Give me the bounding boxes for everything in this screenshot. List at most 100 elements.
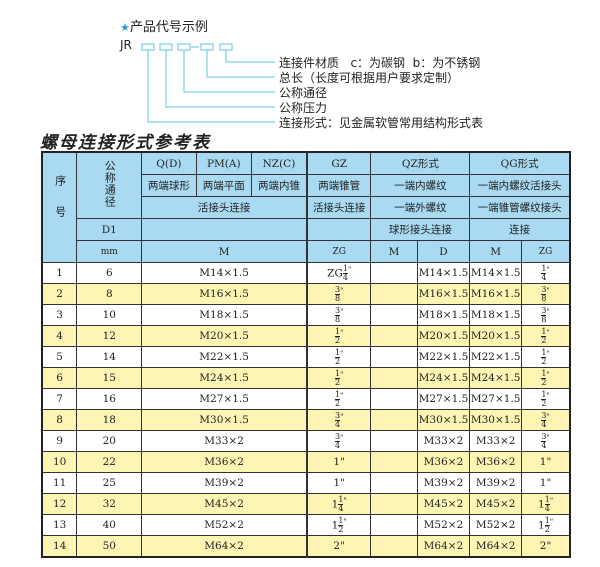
header-qg-desc3: 连接 (469, 218, 571, 241)
cell-d1: 25 (76, 472, 143, 494)
whole: 1 (538, 519, 545, 531)
cell-qz-d: M20×1.5 (416, 325, 471, 347)
inch-mark: " (546, 265, 550, 274)
label-length: 总长（长度可根据用户要求定制） (279, 71, 460, 85)
cell-qg-m: M16×1.5 (469, 283, 523, 305)
code-diagram-lines (141, 43, 275, 123)
cell-no: 3 (41, 304, 78, 326)
numerator: 1 (335, 347, 341, 358)
inch-mark: " (546, 328, 550, 337)
inch-mark: " (549, 496, 554, 505)
whole: ZG (327, 267, 343, 279)
cell-qg-zg: 1 2 " (521, 325, 571, 347)
cell-qg-zg: 1" (521, 451, 571, 473)
cell-m: M39×2 (141, 472, 308, 494)
inch-mark: " (340, 370, 344, 379)
header-gz-union: 活接头连接 (305, 196, 372, 219)
inch-mark: " (340, 307, 344, 316)
cell-qz-d: M16×1.5 (416, 283, 471, 305)
label-material: 连接件材质 c：为碳钢 b：为不锈钢 (279, 56, 481, 70)
cell-m: M27×1.5 (141, 388, 308, 410)
cell-zg: 1 1 4 " (305, 493, 372, 515)
header-qz-desc1: 一端内螺纹 (370, 174, 471, 197)
header-q: Q(D) (141, 151, 197, 175)
cell-d1: 50 (76, 535, 143, 558)
header-qz: QZ形式 (370, 151, 471, 175)
denominator: 4 (541, 440, 547, 450)
header-d1: D1 (76, 218, 143, 241)
cell-qz-m (370, 283, 418, 305)
whole: 1 (538, 498, 545, 510)
table-row: 7 16 M27×1.5 1 2 " M27×1.5 M27×1.5 1 2 " (41, 388, 571, 410)
table-body: 1 6 M14×1.5 ZG 1 4 " M14×1.5 M14×1.5 1 4 " 2 8 M16×1.5… (41, 262, 571, 558)
cell-qz-m (370, 472, 418, 494)
cell-m: M14×1.5 (141, 262, 308, 284)
cell-d1: 22 (76, 451, 143, 473)
numerator: 1 (541, 326, 547, 337)
leader-diameter (183, 50, 275, 93)
inch-mark: " (340, 391, 344, 400)
cell-qz-d: M18×1.5 (416, 304, 471, 326)
cell-m: M20×1.5 (141, 325, 308, 347)
denominator: 8 (335, 314, 341, 324)
table-row: 9 20 M33×2 3 4 " M33×2 M33×2 3 4 " (41, 430, 571, 452)
whole: 1" (333, 456, 345, 468)
cell-m: M24×1.5 (141, 367, 308, 389)
cell-d1: 16 (76, 388, 143, 410)
numerator: 1 (541, 263, 547, 274)
denominator: 4 (342, 272, 348, 282)
numerator: 1 (335, 326, 341, 337)
numerator: 3 (541, 431, 547, 442)
cell-qg-zg: 1 4 " (521, 262, 571, 284)
cell-d1: 18 (76, 409, 143, 431)
header-qz-d: D (416, 240, 471, 263)
cell-qg-m: M20×1.5 (469, 325, 523, 347)
table-row: 8 18 M30×1.5 3 4 " M30×1.5 M30×1.5 3 4 " (41, 409, 571, 431)
denominator: 4 (544, 503, 550, 513)
label-pressure: 公称压力 (279, 101, 328, 115)
header-seq: 序号 (41, 151, 78, 263)
header-m: M (141, 240, 308, 263)
header-qg-desc1: 一端内螺纹活接头 (469, 174, 571, 197)
cell-qg-zg: 1 2 " (521, 346, 571, 368)
whole: 1" (539, 456, 552, 468)
cell-qz-d: M52×2 (416, 514, 471, 536)
cell-no: 10 (41, 451, 78, 473)
cell-zg: 1" (305, 472, 372, 494)
cell-qz-d: M39×2 (416, 472, 471, 494)
cell-m: M64×2 (141, 535, 308, 558)
cell-qg-zg: 1 2 " (521, 388, 571, 410)
cell-qz-m (370, 514, 418, 536)
cell-qz-m (370, 451, 418, 473)
numerator: 1 (541, 368, 547, 379)
cell-qg-zg: 3 8 " (521, 283, 571, 305)
cell-zg: 1 2 " (305, 325, 372, 347)
header-blank (141, 218, 308, 241)
inch-mark: " (546, 286, 550, 295)
header-qg-m: M (469, 240, 523, 263)
cell-zg: 1 2 " (305, 346, 372, 368)
cell-no: 12 (41, 493, 78, 515)
whole: 1" (539, 477, 552, 489)
cell-zg: 1" (305, 451, 372, 473)
code-box-3 (177, 43, 191, 51)
cell-no: 7 (41, 388, 78, 410)
table-row: 1 6 M14×1.5 ZG 1 4 " M14×1.5 M14×1.5 1 4 " (41, 262, 571, 284)
inch-mark: " (340, 412, 344, 421)
inch-mark: " (340, 286, 344, 295)
cell-qg-zg: 3 8 " (521, 304, 571, 326)
whole: 1 (331, 498, 339, 510)
denominator: 2 (335, 377, 341, 387)
denominator: 2 (544, 524, 550, 534)
header-qz-m: M (370, 240, 418, 263)
header-pm-desc: 两端平面 (195, 174, 253, 197)
header-nz-desc: 两端内锥 (250, 174, 308, 197)
